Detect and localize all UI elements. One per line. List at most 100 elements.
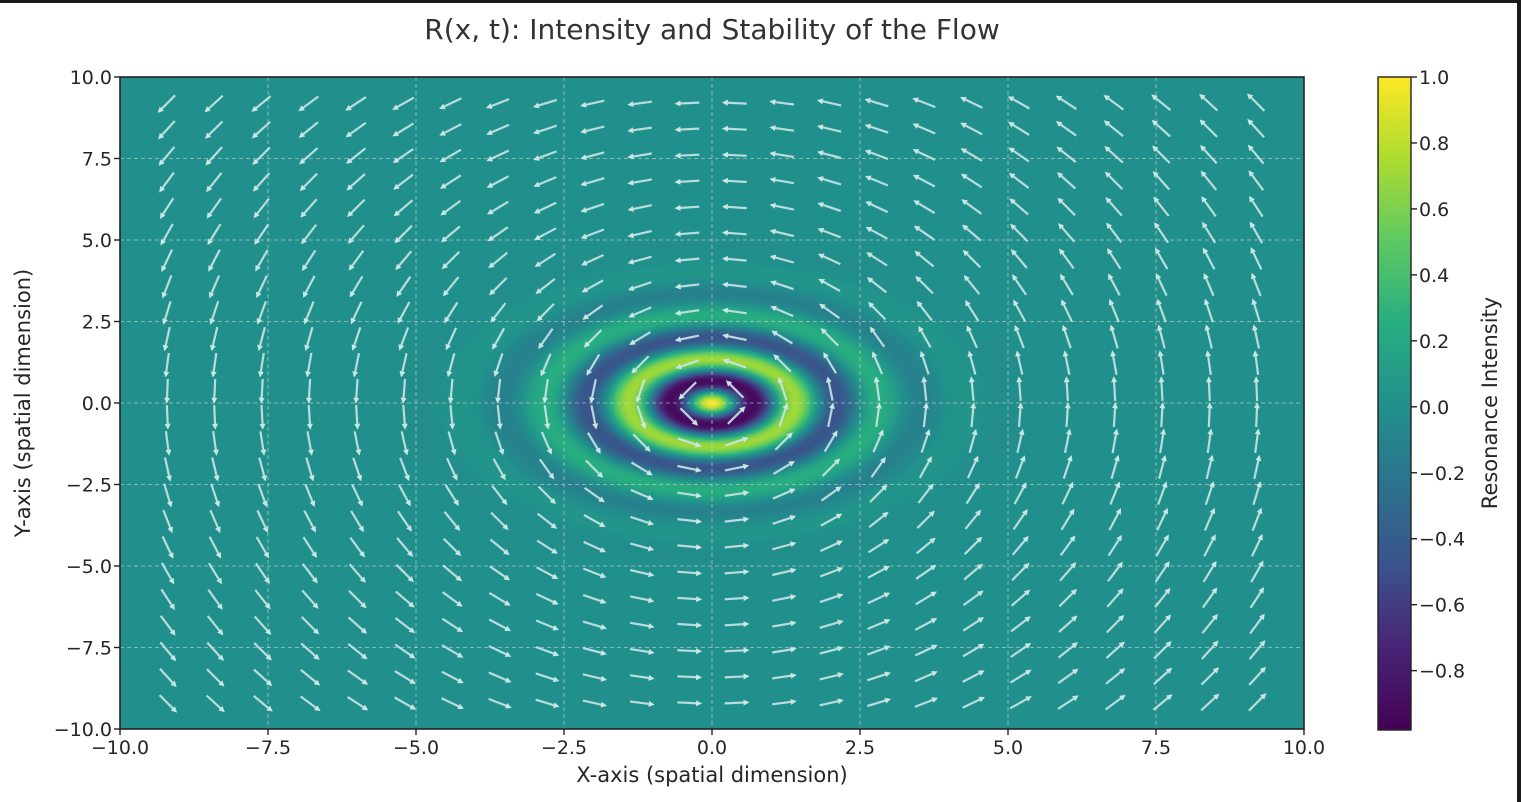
quiver-arrow [627, 152, 652, 160]
quiver-arrow [914, 644, 938, 657]
quiver-arrow [867, 592, 891, 605]
quiver-arrow [1206, 402, 1213, 428]
quiver-arrow [252, 146, 271, 165]
quiver-arrow [533, 124, 558, 135]
quiver-arrow [1251, 507, 1263, 531]
quiver-arrow [441, 644, 464, 658]
quiver-arrow [1103, 94, 1125, 111]
quiver-arrow [442, 537, 462, 557]
quiver-arrow [679, 407, 699, 426]
quiver-arrow [1252, 324, 1261, 349]
quiver-arrow [960, 96, 983, 109]
quiver-arrow [495, 378, 502, 404]
quiver-arrow [1254, 428, 1261, 454]
quiver-arrow [446, 353, 456, 378]
quiver-arrow [1151, 94, 1172, 111]
quiver-arrow [819, 619, 844, 629]
quiver-arrow [1249, 195, 1264, 218]
quiver-arrow [1250, 272, 1262, 297]
quiver-arrow [1200, 693, 1220, 712]
quiver-arrow [444, 301, 459, 324]
quiver-arrow [538, 458, 555, 480]
quiver-arrow [251, 95, 272, 112]
quiver-arrow [722, 358, 747, 369]
quiver-arrow [206, 615, 224, 636]
quiver-arrow [769, 151, 795, 159]
quiver-arrow [580, 99, 605, 108]
quiver-arrow [1253, 454, 1262, 480]
quiver-arrow [1205, 350, 1212, 375]
quiver-arrow [347, 643, 368, 660]
quiver-arrow [298, 121, 319, 138]
quiver-arrow [678, 381, 697, 400]
quiver-arrow [963, 563, 984, 581]
quiver-arrow [866, 252, 888, 267]
quiver-arrow [919, 350, 930, 375]
quiver-arrow [208, 275, 221, 299]
quiver-arrow [629, 647, 655, 655]
quiver-arrow [1200, 667, 1220, 686]
quiver-arrow [1062, 350, 1071, 375]
quiver-arrow [771, 698, 797, 706]
quiver-arrow [259, 405, 266, 430]
quiver-arrow [1103, 120, 1124, 137]
quiver-arrow [912, 174, 936, 188]
quiver-arrow [870, 456, 886, 478]
quiver-arrow [629, 568, 655, 578]
quiver-arrow [771, 330, 794, 345]
quiver-arrow [913, 225, 935, 241]
quiver-arrow [353, 431, 362, 456]
quiver-arrow [533, 176, 557, 188]
quiver-arrow [158, 120, 176, 140]
quiver-arrow [864, 149, 889, 161]
quiver-arrow [585, 459, 604, 478]
quiver-arrow [204, 94, 224, 113]
quiver-arrow [914, 618, 938, 631]
quiver-arrow [162, 509, 174, 534]
quiver-arrow [394, 224, 413, 244]
quiver-arrow [769, 125, 795, 132]
colorbar-tick-label: −0.2 [1419, 463, 1465, 485]
quiver-arrow [917, 483, 934, 504]
quiver-arrow [1056, 172, 1077, 190]
quiver-arrow [582, 673, 608, 682]
quiver-arrow [257, 326, 266, 352]
quiver-arrow [1203, 298, 1214, 323]
quiver-arrow [1105, 694, 1126, 711]
quiver-arrow [1108, 508, 1122, 531]
y-tick-label: 2.5 [82, 312, 112, 334]
quiver-arrow [442, 564, 463, 582]
quiver-arrow [1154, 587, 1171, 608]
quiver-arrow [773, 354, 792, 373]
quiver-arrow [1157, 350, 1165, 375]
quiver-arrow [1158, 376, 1165, 401]
frame-right-edge [1517, 0, 1521, 802]
quiver-arrow [1059, 248, 1075, 270]
quiver-arrow [205, 694, 225, 713]
quiver-arrow [914, 250, 935, 268]
quiver-arrow [208, 536, 222, 559]
quiver-arrow [345, 96, 367, 111]
quiver-arrow [394, 643, 416, 659]
quiver-arrow [443, 511, 461, 532]
quiver-arrow [256, 509, 269, 533]
quiver-arrow [306, 431, 314, 456]
quiver-arrow [161, 536, 174, 559]
quiver-arrow [1061, 299, 1073, 323]
quiver-arrow [582, 594, 607, 604]
quiver-arrow [441, 670, 464, 684]
x-axis-ticks: −10.0 −7.5 −5.0 −2.5 0.0 2.5 5.0 7.5 10.0 [91, 729, 1325, 759]
quiver-arrow [210, 483, 221, 508]
quiver-arrow [630, 515, 655, 526]
quiver-arrow [724, 490, 750, 497]
quiver-arrow [207, 588, 223, 610]
quiver-arrow [721, 281, 747, 288]
quiver-arrow [489, 277, 508, 296]
quiver-arrow [1061, 324, 1072, 349]
quiver-arrow [157, 94, 176, 113]
quiver-arrow [1251, 298, 1261, 323]
quiver-arrow [393, 199, 414, 217]
quiver-arrow [769, 228, 795, 238]
quiver-arrow [253, 642, 272, 661]
y-tick-label: 0.0 [82, 393, 112, 415]
